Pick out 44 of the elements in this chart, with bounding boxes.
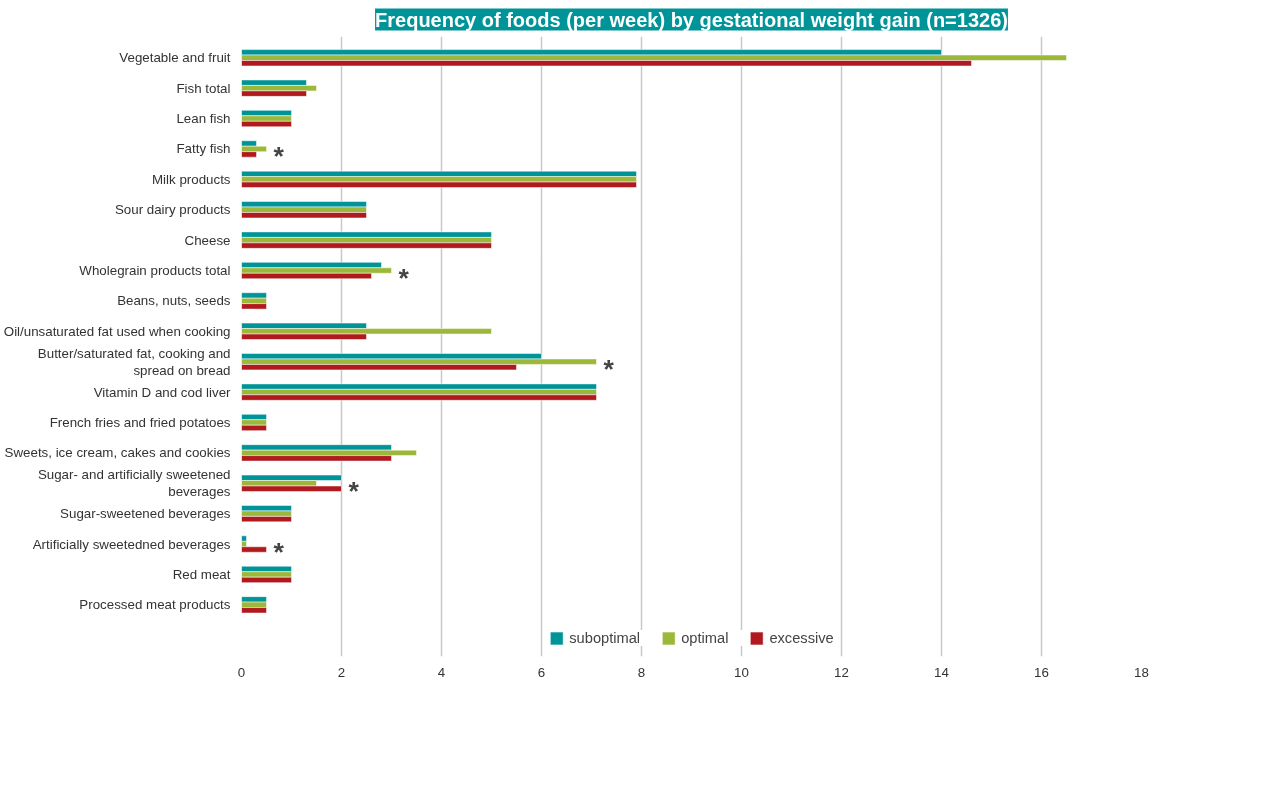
x-tick-label: 4 (437, 664, 446, 680)
y-tick-label: Processed meat products (79, 597, 231, 613)
x-tick-label: 10 (734, 664, 749, 680)
y-tick-label: Cheese (184, 232, 231, 248)
y-tick-label: Vegetable and fruit (119, 50, 231, 66)
y-tick-label: Artificially sweetedned beverages (32, 536, 231, 552)
y-tick-label: Sour dairy products (114, 202, 231, 218)
bar (241, 474, 342, 481)
chart-title: Frequency of foods (per week) by gestational weight gain (n=1326) (375, 8, 1008, 31)
annotation: * (273, 536, 285, 567)
x-tick-label: 0 (237, 664, 246, 680)
x-tick-label: 18 (1134, 664, 1149, 680)
bar (241, 292, 267, 299)
annotation: * (273, 141, 285, 172)
legend-label: optimal (681, 630, 729, 646)
y-tick-label: Sugar- and artificially sweetened beverages (37, 467, 231, 500)
y-tick-label: Fatty fish (176, 141, 231, 157)
bar (241, 170, 637, 177)
y-tick-label: Wholegrain products total (79, 263, 231, 279)
annotation: * (398, 263, 410, 294)
bar (241, 383, 597, 390)
x-tick-label: 14 (934, 664, 950, 680)
y-tick-label: Milk products (151, 171, 231, 187)
y-tick-label: Butter/saturated fat, cooking and spread on bread (37, 345, 231, 378)
y-tick-label: Red meat (172, 566, 231, 582)
x-tick-label: 6 (537, 664, 546, 680)
x-tick-label: 2 (337, 664, 346, 680)
legend-label: excessive (769, 630, 834, 646)
y-tick-label: Vitamin D and cod liver (93, 384, 232, 400)
y-tick-label: Oil/unsaturated fat used when cooking (3, 323, 231, 339)
x-tick-label: 16 (1034, 664, 1049, 680)
bar (241, 231, 492, 238)
annotation: * (348, 475, 360, 506)
y-tick-label: Beans, nuts, seeds (117, 293, 231, 309)
annotation: * (603, 354, 615, 385)
x-tick-label: 8 (637, 664, 646, 680)
y-tick-label: French fries and fried potatoes (49, 414, 231, 430)
y-tick-label: Sugar-sweetened beverages (60, 506, 231, 522)
y-tick-label: Lean fish (176, 111, 231, 127)
legend-label: suboptimal (569, 630, 641, 646)
y-tick-label: Fish total (176, 80, 231, 96)
bar (241, 535, 247, 542)
x-tick-label: 12 (834, 664, 849, 680)
y-tick-label: Sweets, ice cream, cakes and cookies (4, 445, 231, 461)
